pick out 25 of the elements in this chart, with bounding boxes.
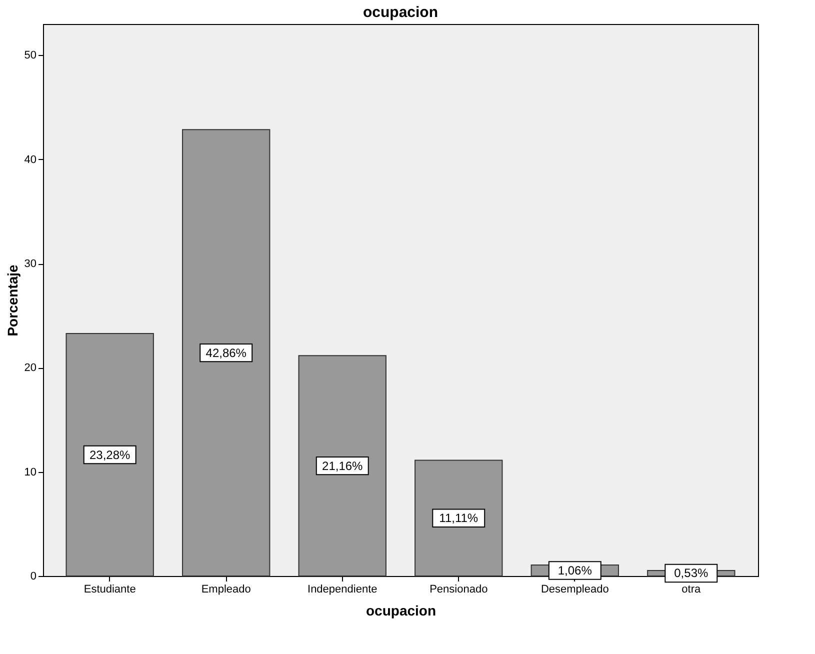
chart-title: ocupacion: [362, 4, 438, 21]
y-tick-label: 40: [24, 154, 36, 166]
bar: [298, 355, 386, 576]
bar: [414, 460, 503, 576]
x-axis-title: ocupacion: [366, 602, 436, 618]
data-label: 1,06%: [558, 563, 592, 578]
data-label: 21,16%: [322, 458, 364, 473]
y-tick-label: 0: [30, 570, 36, 582]
x-tick-label: Independiente: [308, 584, 378, 596]
x-tick-label: otra: [682, 584, 702, 596]
data-label: 0,53%: [674, 566, 708, 580]
y-axis-title: Porcentaje: [4, 264, 20, 336]
data-label: 23,28%: [90, 448, 131, 462]
x-tick-label: Empleado: [201, 584, 251, 596]
bar: [182, 129, 270, 576]
data-label: 11,11%: [439, 511, 478, 526]
x-tick-label: Pensionado: [430, 584, 488, 596]
x-tick-label: Desempleado: [540, 584, 609, 596]
y-tick-label: 50: [24, 50, 36, 62]
y-tick-label: 20: [24, 362, 36, 374]
bar: [66, 333, 154, 576]
x-tick-label: Estudiante: [84, 584, 136, 596]
y-tick-label: 30: [24, 258, 36, 270]
data-label: 42,86%: [206, 346, 247, 360]
y-tick-label: 10: [24, 466, 36, 478]
